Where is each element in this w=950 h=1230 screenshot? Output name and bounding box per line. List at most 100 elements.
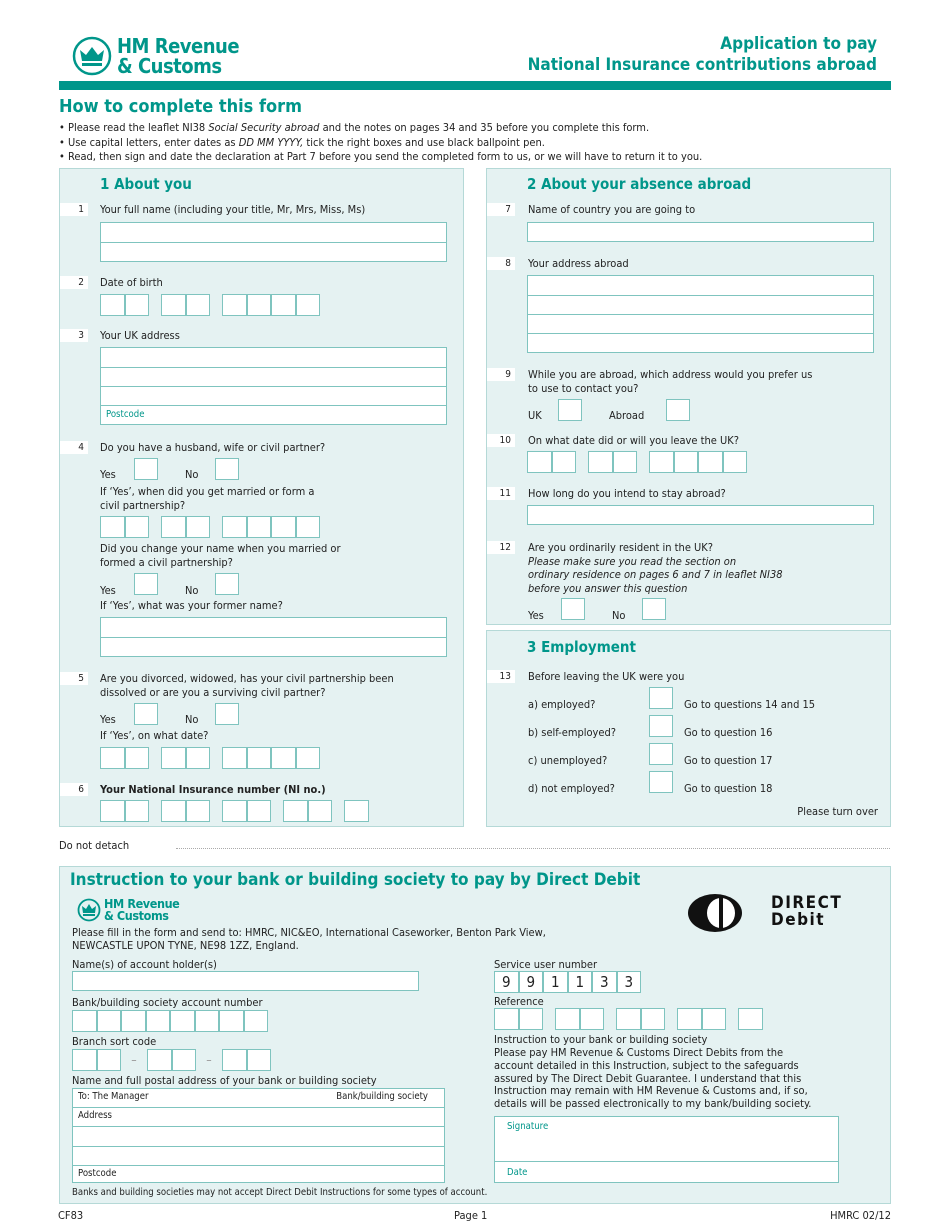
- self-employed-checkbox[interactable]: [649, 715, 673, 737]
- employed-checkbox[interactable]: [649, 687, 673, 709]
- char-box[interactable]: [518, 1008, 543, 1030]
- char-box[interactable]: [271, 516, 296, 538]
- char-box[interactable]: [640, 1008, 665, 1030]
- char-box[interactable]: [579, 1008, 604, 1030]
- unemployed-checkbox[interactable]: [649, 743, 673, 765]
- char-box[interactable]: [222, 747, 247, 769]
- char-box[interactable]: [222, 800, 247, 822]
- char-box[interactable]: [555, 1008, 580, 1030]
- char-box[interactable]: [295, 516, 320, 538]
- resident-yes-checkbox[interactable]: [561, 598, 585, 620]
- char-box[interactable]: [243, 1010, 268, 1032]
- char-box[interactable]: [145, 1010, 170, 1032]
- char-box[interactable]: [96, 1049, 121, 1071]
- char-box[interactable]: [100, 516, 125, 538]
- char-box[interactable]: [185, 294, 210, 316]
- account-holder-field[interactable]: [72, 971, 419, 991]
- char-box[interactable]: [344, 800, 369, 822]
- char-box[interactable]: [222, 294, 247, 316]
- signature-field[interactable]: Signature Date: [494, 1116, 839, 1183]
- char-box[interactable]: [246, 294, 271, 316]
- char-box[interactable]: [246, 800, 271, 822]
- char-box[interactable]: [170, 1010, 195, 1032]
- char-box[interactable]: [124, 747, 149, 769]
- char-box[interactable]: [246, 1049, 271, 1071]
- divorced-yes-checkbox[interactable]: [134, 703, 158, 725]
- char-box[interactable]: [121, 1010, 146, 1032]
- char-box[interactable]: [246, 747, 271, 769]
- char-box[interactable]: [222, 1049, 247, 1071]
- char-box[interactable]: [307, 800, 332, 822]
- char-box[interactable]: [649, 451, 674, 473]
- name-change-no-checkbox[interactable]: [215, 573, 239, 595]
- resident-no-checkbox[interactable]: [642, 598, 666, 620]
- char-box[interactable]: [698, 451, 723, 473]
- char-box[interactable]: [588, 451, 613, 473]
- char-box[interactable]: [677, 1008, 702, 1030]
- char-box[interactable]: [701, 1008, 726, 1030]
- partner-no-checkbox[interactable]: [215, 458, 239, 480]
- divorced-no-checkbox[interactable]: [215, 703, 239, 725]
- char-box[interactable]: [100, 800, 125, 822]
- not-employed-checkbox[interactable]: [649, 771, 673, 793]
- name-change-yes-checkbox[interactable]: [134, 573, 158, 595]
- char-box[interactable]: [72, 1049, 97, 1071]
- char-box[interactable]: [738, 1008, 763, 1030]
- uk-label: UK: [528, 409, 542, 422]
- direct-debit-symbol-icon: [688, 894, 742, 932]
- logo-line1: HM Revenue: [117, 34, 240, 58]
- char-box[interactable]: [72, 1010, 97, 1032]
- contact-abroad-checkbox[interactable]: [666, 399, 690, 421]
- char-box[interactable]: [527, 451, 552, 473]
- char-box[interactable]: [722, 451, 747, 473]
- char-box[interactable]: [185, 747, 210, 769]
- ni-number-field[interactable]: [100, 800, 369, 822]
- char-box[interactable]: [612, 451, 637, 473]
- char-box[interactable]: [551, 451, 576, 473]
- char-box[interactable]: [494, 1008, 519, 1030]
- char-box[interactable]: [171, 1049, 196, 1071]
- char-box[interactable]: [124, 294, 149, 316]
- account-number-field[interactable]: [72, 1010, 268, 1032]
- char-box[interactable]: [100, 747, 125, 769]
- bank-address-field[interactable]: To: The Manager Bank/building society Ad…: [72, 1088, 445, 1183]
- char-box[interactable]: [161, 747, 186, 769]
- char-box[interactable]: [96, 1010, 121, 1032]
- question-label: While you are abroad, which address woul…: [528, 368, 813, 381]
- contact-uk-checkbox[interactable]: [558, 399, 582, 421]
- country-field[interactable]: [527, 222, 874, 242]
- char-box[interactable]: [295, 294, 320, 316]
- char-box[interactable]: [295, 747, 320, 769]
- uk-address-field[interactable]: Postcode: [100, 347, 447, 425]
- char-box[interactable]: [271, 747, 296, 769]
- address-abroad-field[interactable]: [527, 275, 874, 353]
- leave-date-field[interactable]: [527, 451, 747, 473]
- char-box[interactable]: [124, 516, 149, 538]
- full-name-field[interactable]: [100, 222, 447, 262]
- char-box[interactable]: [219, 1010, 244, 1032]
- char-box[interactable]: [147, 1049, 172, 1071]
- char-box[interactable]: [246, 516, 271, 538]
- char-box[interactable]: [185, 800, 210, 822]
- char-box[interactable]: [185, 516, 210, 538]
- char-box[interactable]: [161, 516, 186, 538]
- partner-yes-checkbox[interactable]: [134, 458, 158, 480]
- char-box[interactable]: [161, 800, 186, 822]
- divorce-date-field[interactable]: [100, 747, 320, 769]
- marriage-date-field[interactable]: [100, 516, 320, 538]
- sort-code-field[interactable]: – –: [72, 1049, 271, 1071]
- char-box[interactable]: [271, 294, 296, 316]
- char-box[interactable]: [100, 294, 125, 316]
- stay-duration-field[interactable]: [527, 505, 874, 525]
- char-box[interactable]: [222, 516, 247, 538]
- char-box[interactable]: [616, 1008, 641, 1030]
- char-box[interactable]: [673, 451, 698, 473]
- char-box[interactable]: [194, 1010, 219, 1032]
- former-name-field[interactable]: [100, 617, 447, 657]
- char-box[interactable]: [161, 294, 186, 316]
- char-box[interactable]: [283, 800, 308, 822]
- reference-field[interactable]: [494, 1008, 763, 1030]
- char-box[interactable]: [124, 800, 149, 822]
- date-of-birth-field[interactable]: [100, 294, 320, 316]
- question-label: Your National Insurance number (NI no.): [100, 783, 326, 796]
